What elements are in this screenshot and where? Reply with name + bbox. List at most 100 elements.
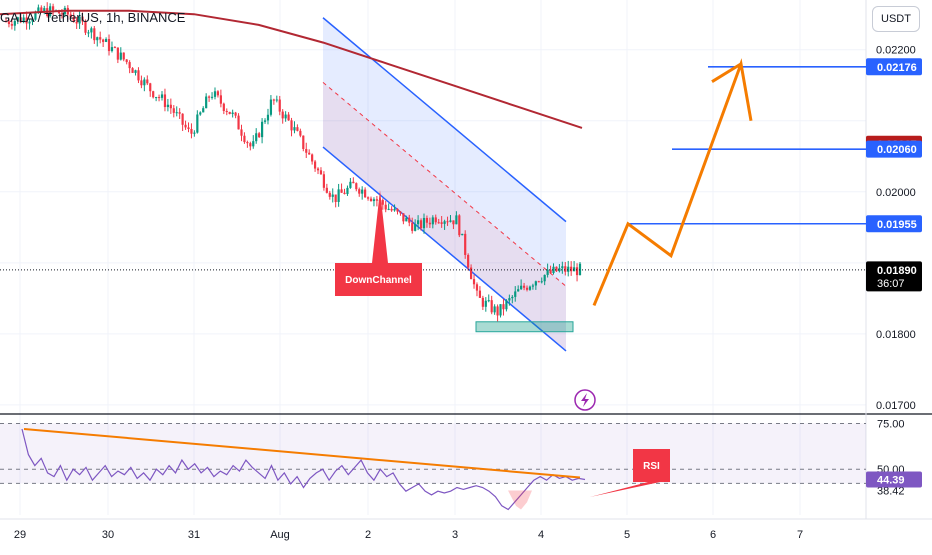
candle-body <box>246 142 249 144</box>
candle-body <box>520 285 523 290</box>
time-tick-label: 7 <box>797 529 803 541</box>
candle-body <box>472 279 476 285</box>
candle-body <box>552 266 555 274</box>
candle-body <box>152 91 155 98</box>
time-tick-label: 31 <box>188 529 200 541</box>
candle-body <box>434 217 437 223</box>
projection-path <box>592 58 753 306</box>
candle-body <box>84 21 87 33</box>
candle-body <box>113 47 117 49</box>
candle-body <box>104 39 108 42</box>
price-tag-label: 0.01890 <box>877 265 917 277</box>
candle-body <box>322 174 326 188</box>
candle-body <box>364 189 367 198</box>
candle-body <box>487 300 490 302</box>
candle-body <box>369 198 373 202</box>
candle-body <box>499 304 502 316</box>
candle-body <box>225 110 228 112</box>
candle-body <box>28 21 31 24</box>
candle-body <box>328 192 331 197</box>
time-tick-label: 6 <box>710 529 716 541</box>
candle-body <box>311 154 314 162</box>
price-tag <box>866 261 922 292</box>
candle-body <box>464 233 467 255</box>
candle-body <box>163 94 167 108</box>
candle-body <box>90 28 93 33</box>
candle-body <box>243 135 246 143</box>
candle-body <box>231 112 234 114</box>
callout-downchannel-shape <box>335 190 422 296</box>
candle-body <box>443 221 446 224</box>
candle-body <box>93 28 96 41</box>
candle-body <box>69 14 72 18</box>
candle-body <box>107 39 111 52</box>
candle-body <box>308 152 311 155</box>
candle-body <box>72 17 75 22</box>
candle-body <box>490 300 493 313</box>
candle-body <box>408 217 411 223</box>
candle-body <box>449 220 452 222</box>
candle-body <box>446 221 449 223</box>
candle-body <box>119 52 122 60</box>
candle-body <box>570 266 573 272</box>
candle-body <box>249 143 252 147</box>
candle-body <box>140 80 143 86</box>
candle-body <box>337 189 340 202</box>
candle-body <box>222 103 225 111</box>
channel-fill <box>323 17 566 351</box>
candle-body <box>325 187 328 193</box>
candle-body <box>284 114 287 119</box>
price-tick-label: 0.02200 <box>876 45 916 57</box>
candle-body <box>25 17 28 24</box>
currency-button[interactable]: USDT <box>872 6 920 32</box>
candle-body <box>13 20 16 26</box>
candle-body <box>575 267 579 276</box>
candle-body <box>16 17 19 21</box>
time-tick-label: 29 <box>14 529 26 541</box>
candle-body <box>240 129 243 136</box>
candle-body <box>234 112 237 116</box>
rsi-tick-label: 75.00 <box>877 418 905 430</box>
candle-body <box>219 95 222 104</box>
candle-body <box>237 115 240 130</box>
candle-body <box>169 104 172 109</box>
candle-body <box>475 284 479 291</box>
rsi-band <box>0 423 866 484</box>
candle-body <box>496 306 499 316</box>
candle-body <box>302 135 305 149</box>
candle-body <box>425 217 429 223</box>
candle-body <box>484 300 487 307</box>
candle-body <box>458 215 461 236</box>
candle-body <box>278 99 281 112</box>
rsi-line <box>21 428 586 511</box>
candle-body <box>511 296 514 299</box>
candle-body <box>125 59 128 63</box>
candle-body <box>81 16 84 22</box>
candle-body <box>296 127 299 131</box>
candle-body <box>393 208 396 211</box>
candle-body <box>461 233 464 236</box>
candle-body <box>166 104 169 108</box>
candle-body <box>155 97 158 99</box>
candle-body <box>387 208 390 210</box>
candle-body <box>287 114 290 121</box>
channel-lower-line <box>322 146 567 352</box>
candle-body <box>175 112 178 114</box>
candle-body <box>537 281 540 283</box>
candle-body <box>31 19 34 22</box>
candle-body <box>561 266 564 269</box>
price-tick-label: 0.01800 <box>876 329 916 341</box>
callout-rsi-label: RSI <box>643 461 660 472</box>
moving-average-line <box>0 9 583 129</box>
candle-body <box>399 211 402 214</box>
candle-body <box>43 8 46 13</box>
price-tag <box>866 140 922 158</box>
time-tick-label: 5 <box>624 529 630 541</box>
rsi-value-label: 44.39 <box>877 475 905 487</box>
candle-body <box>187 127 190 129</box>
price-tag <box>866 58 922 76</box>
candle-body <box>334 194 337 202</box>
candle-body <box>381 200 384 205</box>
